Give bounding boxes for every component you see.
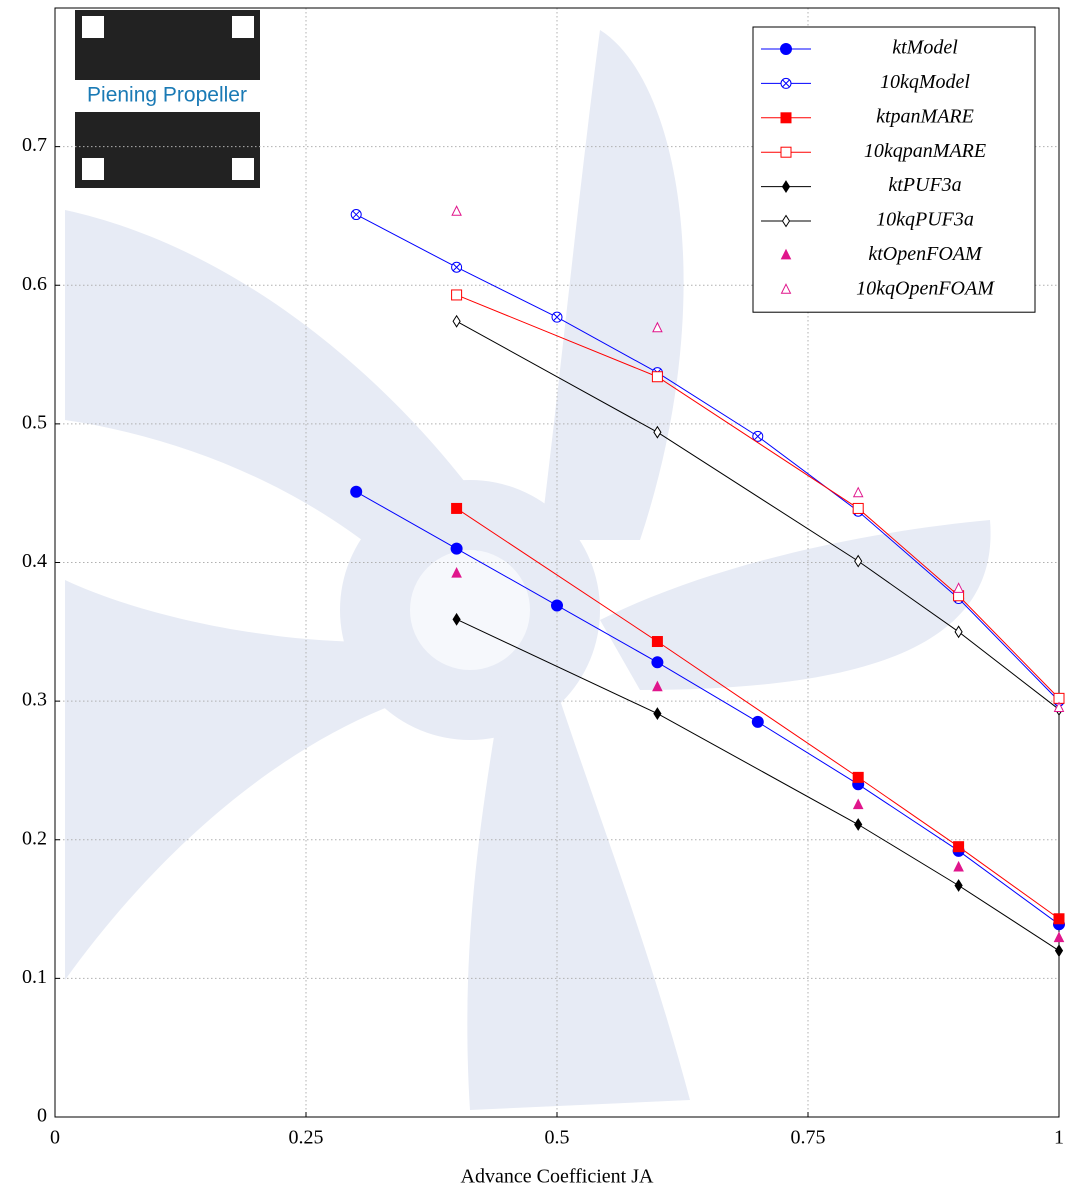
legend-label: ktPUF3a (888, 174, 961, 196)
y-tick-label: 0.1 (22, 966, 47, 988)
y-tick-label: 0.5 (22, 411, 47, 433)
marker-shape (752, 716, 763, 727)
marker (955, 626, 962, 637)
logo: Piening Propeller (55, 8, 280, 208)
marker (854, 488, 863, 497)
marker (452, 503, 462, 513)
marker (855, 819, 862, 830)
marker (854, 800, 863, 809)
chart: Piening Propeller Advance Coefficient JA… (0, 0, 1067, 1198)
marker (351, 210, 361, 220)
marker (452, 290, 462, 300)
y-tick-label: 0.7 (22, 134, 47, 156)
marker (552, 312, 562, 322)
marker (652, 372, 662, 382)
legend: ktModel 10kqModel ktpanMARE 10kqpanMARE ktPU… (753, 27, 1035, 312)
marker (552, 600, 563, 611)
legend-box (753, 27, 1035, 312)
legend-label: ktModel (892, 37, 958, 59)
marker (1054, 914, 1064, 924)
legend-label: 10kqOpenFOAM (856, 277, 995, 299)
logo-text: Piening Propeller (87, 84, 247, 107)
legend-label: ktpanMARE (876, 105, 974, 127)
marker (853, 503, 863, 513)
marker (781, 147, 791, 157)
marker (781, 44, 792, 55)
marker (955, 880, 962, 891)
marker (781, 78, 791, 88)
marker (654, 708, 661, 719)
marker (453, 316, 460, 327)
y-tick-label: 0.2 (22, 827, 47, 849)
legend-label: ktOpenFOAM (868, 243, 983, 265)
marker (1055, 933, 1064, 942)
marker (752, 716, 763, 727)
x-tick-label: 0 (50, 1127, 60, 1149)
marker (652, 637, 662, 647)
marker-shape (781, 44, 792, 55)
x-tick-label: 0.5 (545, 1127, 570, 1149)
y-tick-label: 0.6 (22, 273, 47, 295)
marker (781, 113, 791, 123)
marker (853, 772, 863, 782)
marker (954, 842, 964, 852)
marker (652, 657, 663, 668)
legend-label: 10kqPUF3a (876, 209, 974, 231)
marker (452, 262, 462, 272)
marker-shape (652, 657, 663, 668)
marker (452, 206, 461, 215)
legend-label: 10kqpanMARE (864, 140, 986, 162)
marker-shape (351, 486, 362, 497)
x-axis-label: Advance Coefficient JA (461, 1166, 654, 1188)
x-tick-label: 0.75 (791, 1127, 826, 1149)
marker (954, 862, 963, 871)
marker-shape (552, 600, 563, 611)
y-tick-label: 0.4 (22, 550, 47, 572)
marker-shape (451, 543, 462, 554)
marker (1056, 945, 1063, 956)
marker (351, 486, 362, 497)
legend-label: 10kqModel (880, 71, 970, 93)
y-tick-label: 0.3 (22, 689, 47, 711)
x-tick-label: 0.25 (289, 1127, 324, 1149)
x-tick-label: 1 (1054, 1127, 1064, 1149)
y-tick-label: 0 (37, 1105, 47, 1127)
marker (451, 543, 462, 554)
